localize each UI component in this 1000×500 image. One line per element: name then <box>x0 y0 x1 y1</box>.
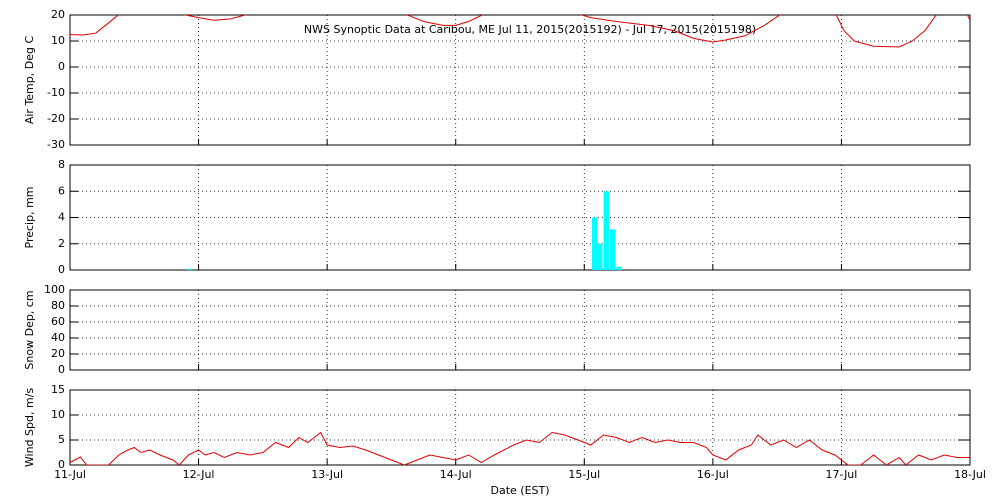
y-tick-label: 100 <box>44 283 65 296</box>
y-tick-label: 80 <box>51 299 65 312</box>
x-tick-label: 11-Jul <box>54 468 86 481</box>
plot-area <box>70 431 970 465</box>
y-tick-label: 8 <box>58 158 65 171</box>
y-tick-label: 10 <box>51 408 65 421</box>
bar <box>603 191 609 270</box>
x-axis-label: Date (EST) <box>490 484 549 497</box>
y-tick-label: 0 <box>58 363 65 376</box>
y-tick-label: -20 <box>47 112 65 125</box>
y-tick-label: 20 <box>51 347 65 360</box>
y-tick-label: -30 <box>47 138 65 151</box>
plot-area <box>70 15 970 48</box>
y-tick-label: 40 <box>51 331 65 344</box>
y-axis-label: Wind Spd, m/s <box>23 388 36 468</box>
x-tick-label: 16-Jul <box>697 468 729 481</box>
y-axis-label: Precip, mm <box>23 187 36 249</box>
x-tick-label: 18-Jul <box>954 468 986 481</box>
bar <box>187 268 193 270</box>
y-tick-label: 20 <box>51 8 65 21</box>
bar <box>616 266 622 270</box>
y-tick-label: 6 <box>58 184 65 197</box>
x-tick-label: 17-Jul <box>825 468 857 481</box>
data-line <box>70 15 970 48</box>
y-tick-label: 4 <box>58 211 65 224</box>
x-tick-label: 15-Jul <box>568 468 600 481</box>
y-tick-label: 2 <box>58 237 65 250</box>
y-tick-label: 10 <box>51 34 65 47</box>
y-axis-label: Air Temp, Deg C <box>23 36 36 125</box>
y-tick-label: -10 <box>47 86 65 99</box>
data-line <box>70 431 970 465</box>
y-axis-label: Snow Dep, cm <box>23 290 36 369</box>
plot-frame <box>69 289 971 371</box>
chart-title: NWS Synoptic Data at Caribou, ME Jul 11,… <box>304 23 756 36</box>
x-tick-label: 12-Jul <box>183 468 215 481</box>
y-tick-label: 60 <box>51 315 65 328</box>
plot-frame <box>69 389 971 466</box>
plot-frame <box>69 14 971 146</box>
x-tick-label: 14-Jul <box>440 468 472 481</box>
bar <box>610 229 616 270</box>
bar <box>592 217 598 270</box>
plot-frame <box>69 164 971 271</box>
y-tick-label: 0 <box>58 263 65 276</box>
bar <box>597 243 603 270</box>
plot-area <box>187 191 622 270</box>
x-tick-label: 13-Jul <box>311 468 343 481</box>
y-tick-label: 15 <box>51 383 65 396</box>
y-tick-label: 5 <box>58 433 65 446</box>
y-tick-label: 0 <box>58 458 65 471</box>
y-tick-label: 0 <box>58 60 65 73</box>
